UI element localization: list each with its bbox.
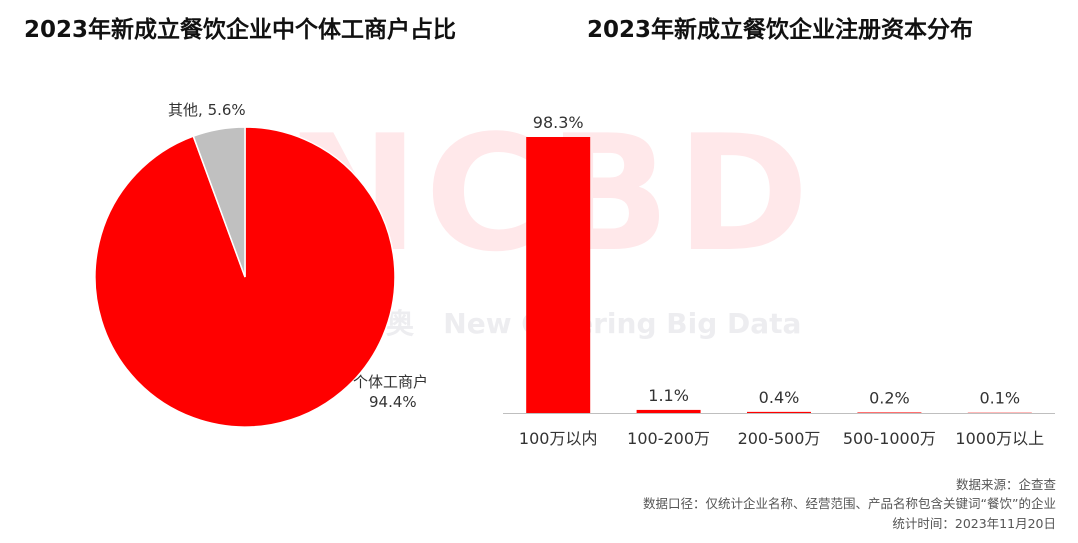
bar-value-label-4: 0.1%: [979, 389, 1020, 408]
pie-label-individual-name: 个体工商户: [353, 373, 429, 391]
bar-value-label-3: 0.2%: [869, 388, 910, 407]
pie-slice-1: [192, 126, 246, 278]
bar-chart-title: 2023年新成立餐饮企业注册资本分布: [587, 17, 974, 43]
bar-value-label-2: 0.4%: [759, 388, 800, 407]
bar-2: [747, 411, 811, 413]
pie-chart-title: 2023年新成立餐饮企业中个体工商户占比: [24, 17, 457, 43]
bar-value-label-1: 1.1%: [648, 386, 689, 405]
bar-0: [526, 137, 591, 413]
bar-category-label-1: 100-200万: [627, 429, 710, 448]
bar-1: [636, 409, 701, 413]
bar-category-label-3: 500-1000万: [843, 429, 936, 448]
bar-3: [857, 412, 922, 413]
pie-label-individual: 个体工商户 94.4%: [353, 372, 428, 412]
pie-label-individual-value: 94.4%: [369, 393, 417, 411]
footer-time: 统计时间：2023年11月20日: [892, 516, 1056, 531]
bar-category-label-2: 200-500万: [738, 429, 821, 448]
bar-category-label-4: 1000万以上: [955, 429, 1044, 448]
bar-category-label-0: 100万以内: [519, 429, 598, 448]
footer-scope: 数据口径：仅统计企业名称、经营范围、产品名称包含关键词“餐饮”的企业: [643, 496, 1056, 511]
footer-source: 数据来源：企查查: [955, 477, 1056, 492]
pie-label-other: 其他, 5.6%: [168, 101, 246, 119]
bar-value-label-0: 98.3%: [533, 113, 584, 132]
